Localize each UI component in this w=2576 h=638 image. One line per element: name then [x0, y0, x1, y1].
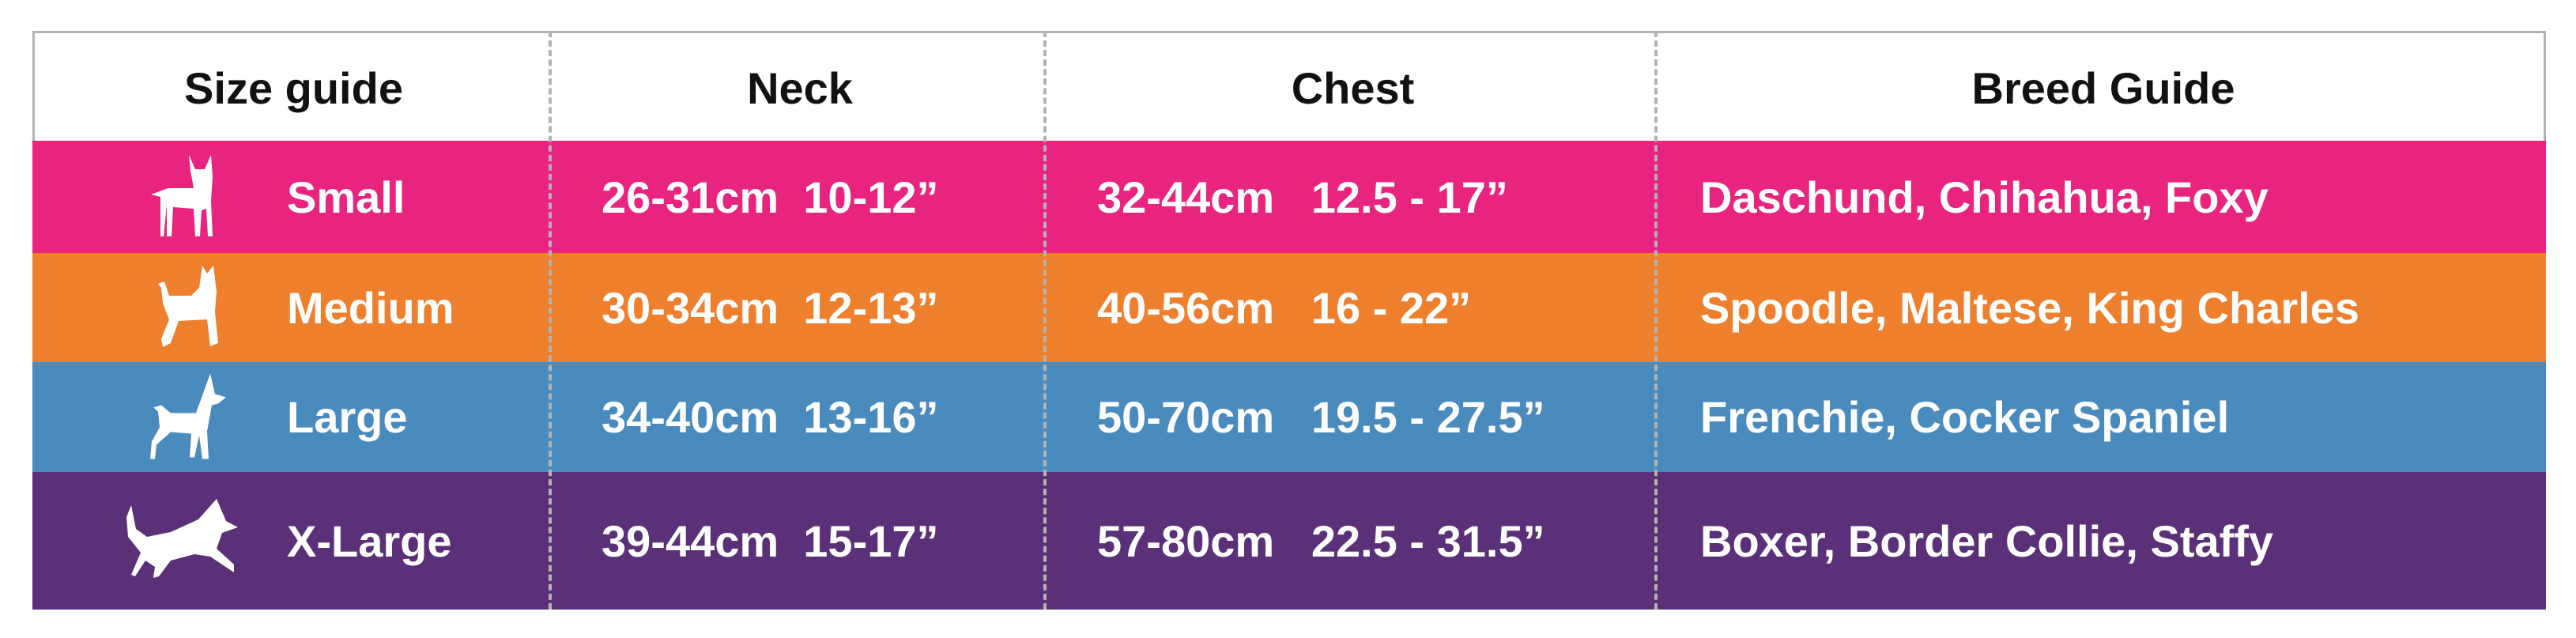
chest-value: 50-70cm 19.5 - 27.5” — [1097, 392, 1545, 442]
breeds-value: Spoodle, Maltese, King Charles — [1700, 282, 2359, 333]
table-row-small: Small 26-31cm 10-12” 32-44cm 12.5 - 17” … — [32, 141, 2546, 253]
breeds-value: Boxer, Border Collie, Staffy — [1700, 515, 2274, 566]
header-breed-guide: Breed Guide — [1971, 63, 2235, 113]
size-label: Medium — [287, 282, 454, 333]
chest-value: 32-44cm 12.5 - 17” — [1097, 172, 1508, 222]
size-label: X-Large — [287, 515, 452, 566]
header-neck: Neck — [747, 63, 853, 113]
header-size-guide: Size guide — [184, 63, 403, 113]
neck-value: 39-44cm 15-17” — [602, 515, 939, 566]
small-dog-icon — [151, 155, 213, 236]
large-dog-icon — [150, 373, 226, 459]
table-row-medium: Medium 30-34cm 12-13” 40-56cm 16 - 22” S… — [32, 253, 2546, 362]
header-chest: Chest — [1291, 63, 1415, 113]
neck-value: 26-31cm 10-12” — [602, 172, 939, 222]
neck-value: 34-40cm 13-16” — [602, 392, 939, 442]
table-header: Size guide Neck Chest Breed Guide — [32, 31, 2546, 141]
chest-value: 40-56cm 16 - 22” — [1097, 282, 1472, 333]
breeds-value: Daschund, Chihahua, Foxy — [1700, 172, 2269, 222]
size-label: Small — [287, 172, 405, 222]
xlarge-dog-icon — [126, 499, 238, 578]
column-divider — [1654, 31, 1658, 610]
table-row-large: Large 34-40cm 13-16” 50-70cm 19.5 - 27.5… — [32, 362, 2546, 472]
column-divider — [549, 31, 552, 610]
neck-value: 30-34cm 12-13” — [602, 282, 939, 333]
medium-dog-icon — [158, 266, 218, 347]
breeds-value: Frenchie, Cocker Spaniel — [1700, 392, 2230, 442]
size-label: Large — [287, 392, 408, 442]
column-divider — [1043, 31, 1047, 610]
size-guide-table: Size guide Neck Chest Breed Guide Small … — [32, 31, 2546, 610]
chest-value: 57-80cm 22.5 - 31.5” — [1097, 515, 1545, 566]
table-row-xlarge: X-Large 39-44cm 15-17” 57-80cm 22.5 - 31… — [32, 472, 2546, 610]
